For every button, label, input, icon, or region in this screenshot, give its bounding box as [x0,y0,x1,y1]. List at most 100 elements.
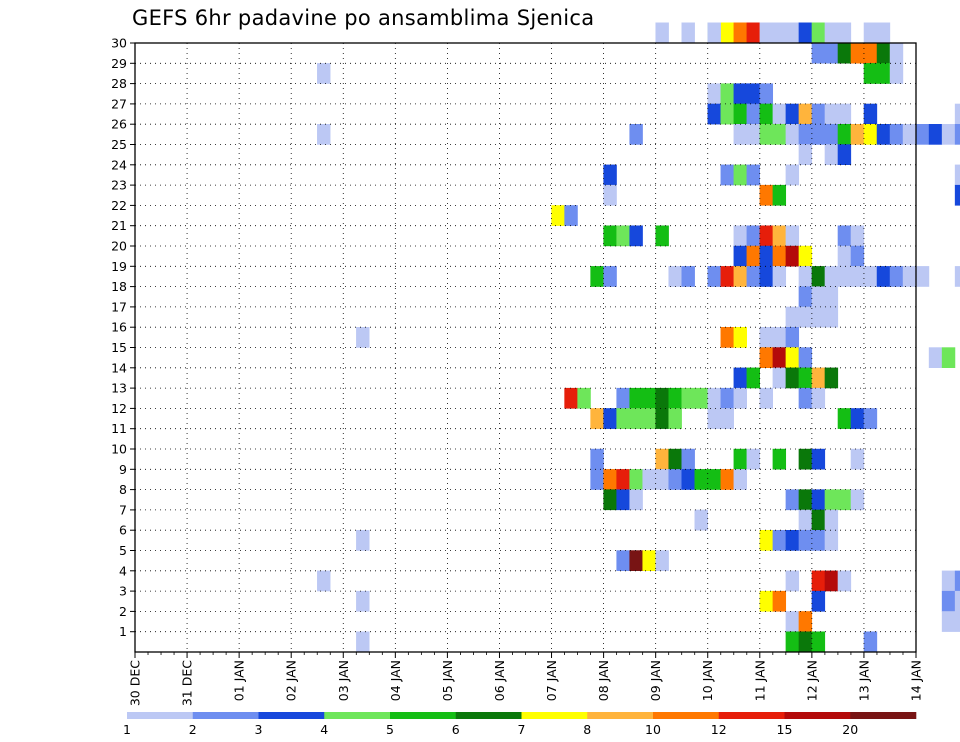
heatmap-cell [655,550,669,571]
x-tick-label: 04 JAN [388,660,403,701]
heatmap-cell [850,225,865,247]
y-tick-label: 19 [111,259,127,274]
heatmap-cell [746,22,760,44]
heatmap-cell [785,22,800,44]
heatmap-cell [876,124,891,145]
heatmap-cell [603,489,617,511]
heatmap-cell [954,611,960,632]
heatmap-cell [603,225,617,247]
heatmap-cell [902,266,917,287]
y-tick-label: 15 [111,340,127,355]
y-axis: 1234567891011121314151617181920212223242… [111,36,135,639]
heatmap-cell [798,509,813,531]
heatmap-cell [733,387,747,409]
color-legend: 1 2 3 4 5 6 7 8 10 12 15 20 [123,712,917,737]
heatmap-cell [941,347,956,368]
heatmap-cell [629,489,643,511]
heatmap-cell [798,631,813,653]
heatmap-cell [772,530,787,551]
heatmap-cell [954,103,960,125]
x-tick-label: 06 JAN [492,660,507,701]
heatmap-cell [811,286,826,308]
heatmap-cell [902,124,917,145]
heatmap-cell [759,103,774,125]
heatmap-cell [668,387,682,409]
heatmap-cell [772,184,787,206]
x-tick-label: 14 JAN [909,660,924,701]
heatmap-cell [837,570,852,592]
heatmap-cell [850,408,865,429]
heatmap-cell [824,144,839,165]
heatmap-cell [616,225,630,247]
heatmap-cell [759,387,774,409]
cells-layer [317,22,960,653]
y-tick-label: 27 [111,96,127,111]
legend-color-swatch [850,712,917,719]
heatmap-cell [863,408,878,429]
heatmap-cell [356,631,370,653]
y-tick-label: 8 [119,482,127,497]
heatmap-cell [785,225,800,247]
heatmap-cell [876,42,891,64]
heatmap-cell [863,42,878,64]
heatmap-cell [863,631,878,653]
heatmap-cell [681,448,695,470]
heatmap-cell [954,570,960,592]
heatmap-cell [811,590,826,612]
legend-color-swatch [390,712,457,719]
heatmap-cell [811,367,826,389]
heatmap-cell [642,408,656,429]
heatmap-cell [837,42,852,64]
heatmap-cell [746,103,760,125]
heatmap-cell [629,408,643,429]
chart-title: GEFS 6hr padavine po ansamblima Sjenica [132,6,595,30]
heatmap-cell [603,184,617,206]
legend-label: 1 [123,722,131,737]
y-tick-label: 21 [111,218,127,233]
heatmap-cell [785,306,800,328]
y-tick-label: 11 [111,421,127,436]
y-tick-label: 25 [111,137,127,152]
heatmap-cell [655,22,669,44]
heatmap-cell [798,530,813,551]
heatmap-cell [824,489,839,511]
legend-label: 12 [711,722,727,737]
heatmap-cell [746,245,760,267]
heatmap-cell [746,83,760,105]
heatmap-cell [746,164,760,186]
legend-color-swatch [258,712,325,719]
heatmap-cell [954,124,960,145]
heatmap-cell [798,22,813,44]
heatmap-cell [850,266,865,287]
heatmap-cell [824,22,839,44]
heatmap-cell [824,570,839,592]
heatmap-cell [811,306,826,328]
legend-label: 8 [583,722,591,737]
heatmap-cell [629,387,643,409]
heatmap-cell [889,124,904,145]
y-tick-label: 14 [111,360,127,375]
heatmap-cell [772,266,787,287]
heatmap-cell [681,266,695,287]
legend-color-swatch [718,712,785,719]
heatmap-cell [798,611,813,632]
heatmap-cell [759,245,774,267]
heatmap-cell [863,103,878,125]
heatmap-cell [356,327,370,348]
y-tick-label: 29 [111,56,127,71]
heatmap-cell [837,103,852,125]
y-tick-label: 26 [111,117,127,132]
x-tick-label: 30 DEC [128,660,143,706]
heatmap-cell [863,22,878,44]
heatmap-cell [694,509,708,531]
heatmap-cell [824,266,839,287]
x-tick-label: 11 JAN [752,660,767,701]
heatmap-cell [915,266,930,287]
heatmap-cell [824,367,839,389]
legend-color-swatch [455,712,522,719]
heatmap-cell [811,387,826,409]
heatmap-cell [772,245,787,267]
heatmap-cell [759,590,774,612]
y-tick-label: 13 [111,381,127,396]
